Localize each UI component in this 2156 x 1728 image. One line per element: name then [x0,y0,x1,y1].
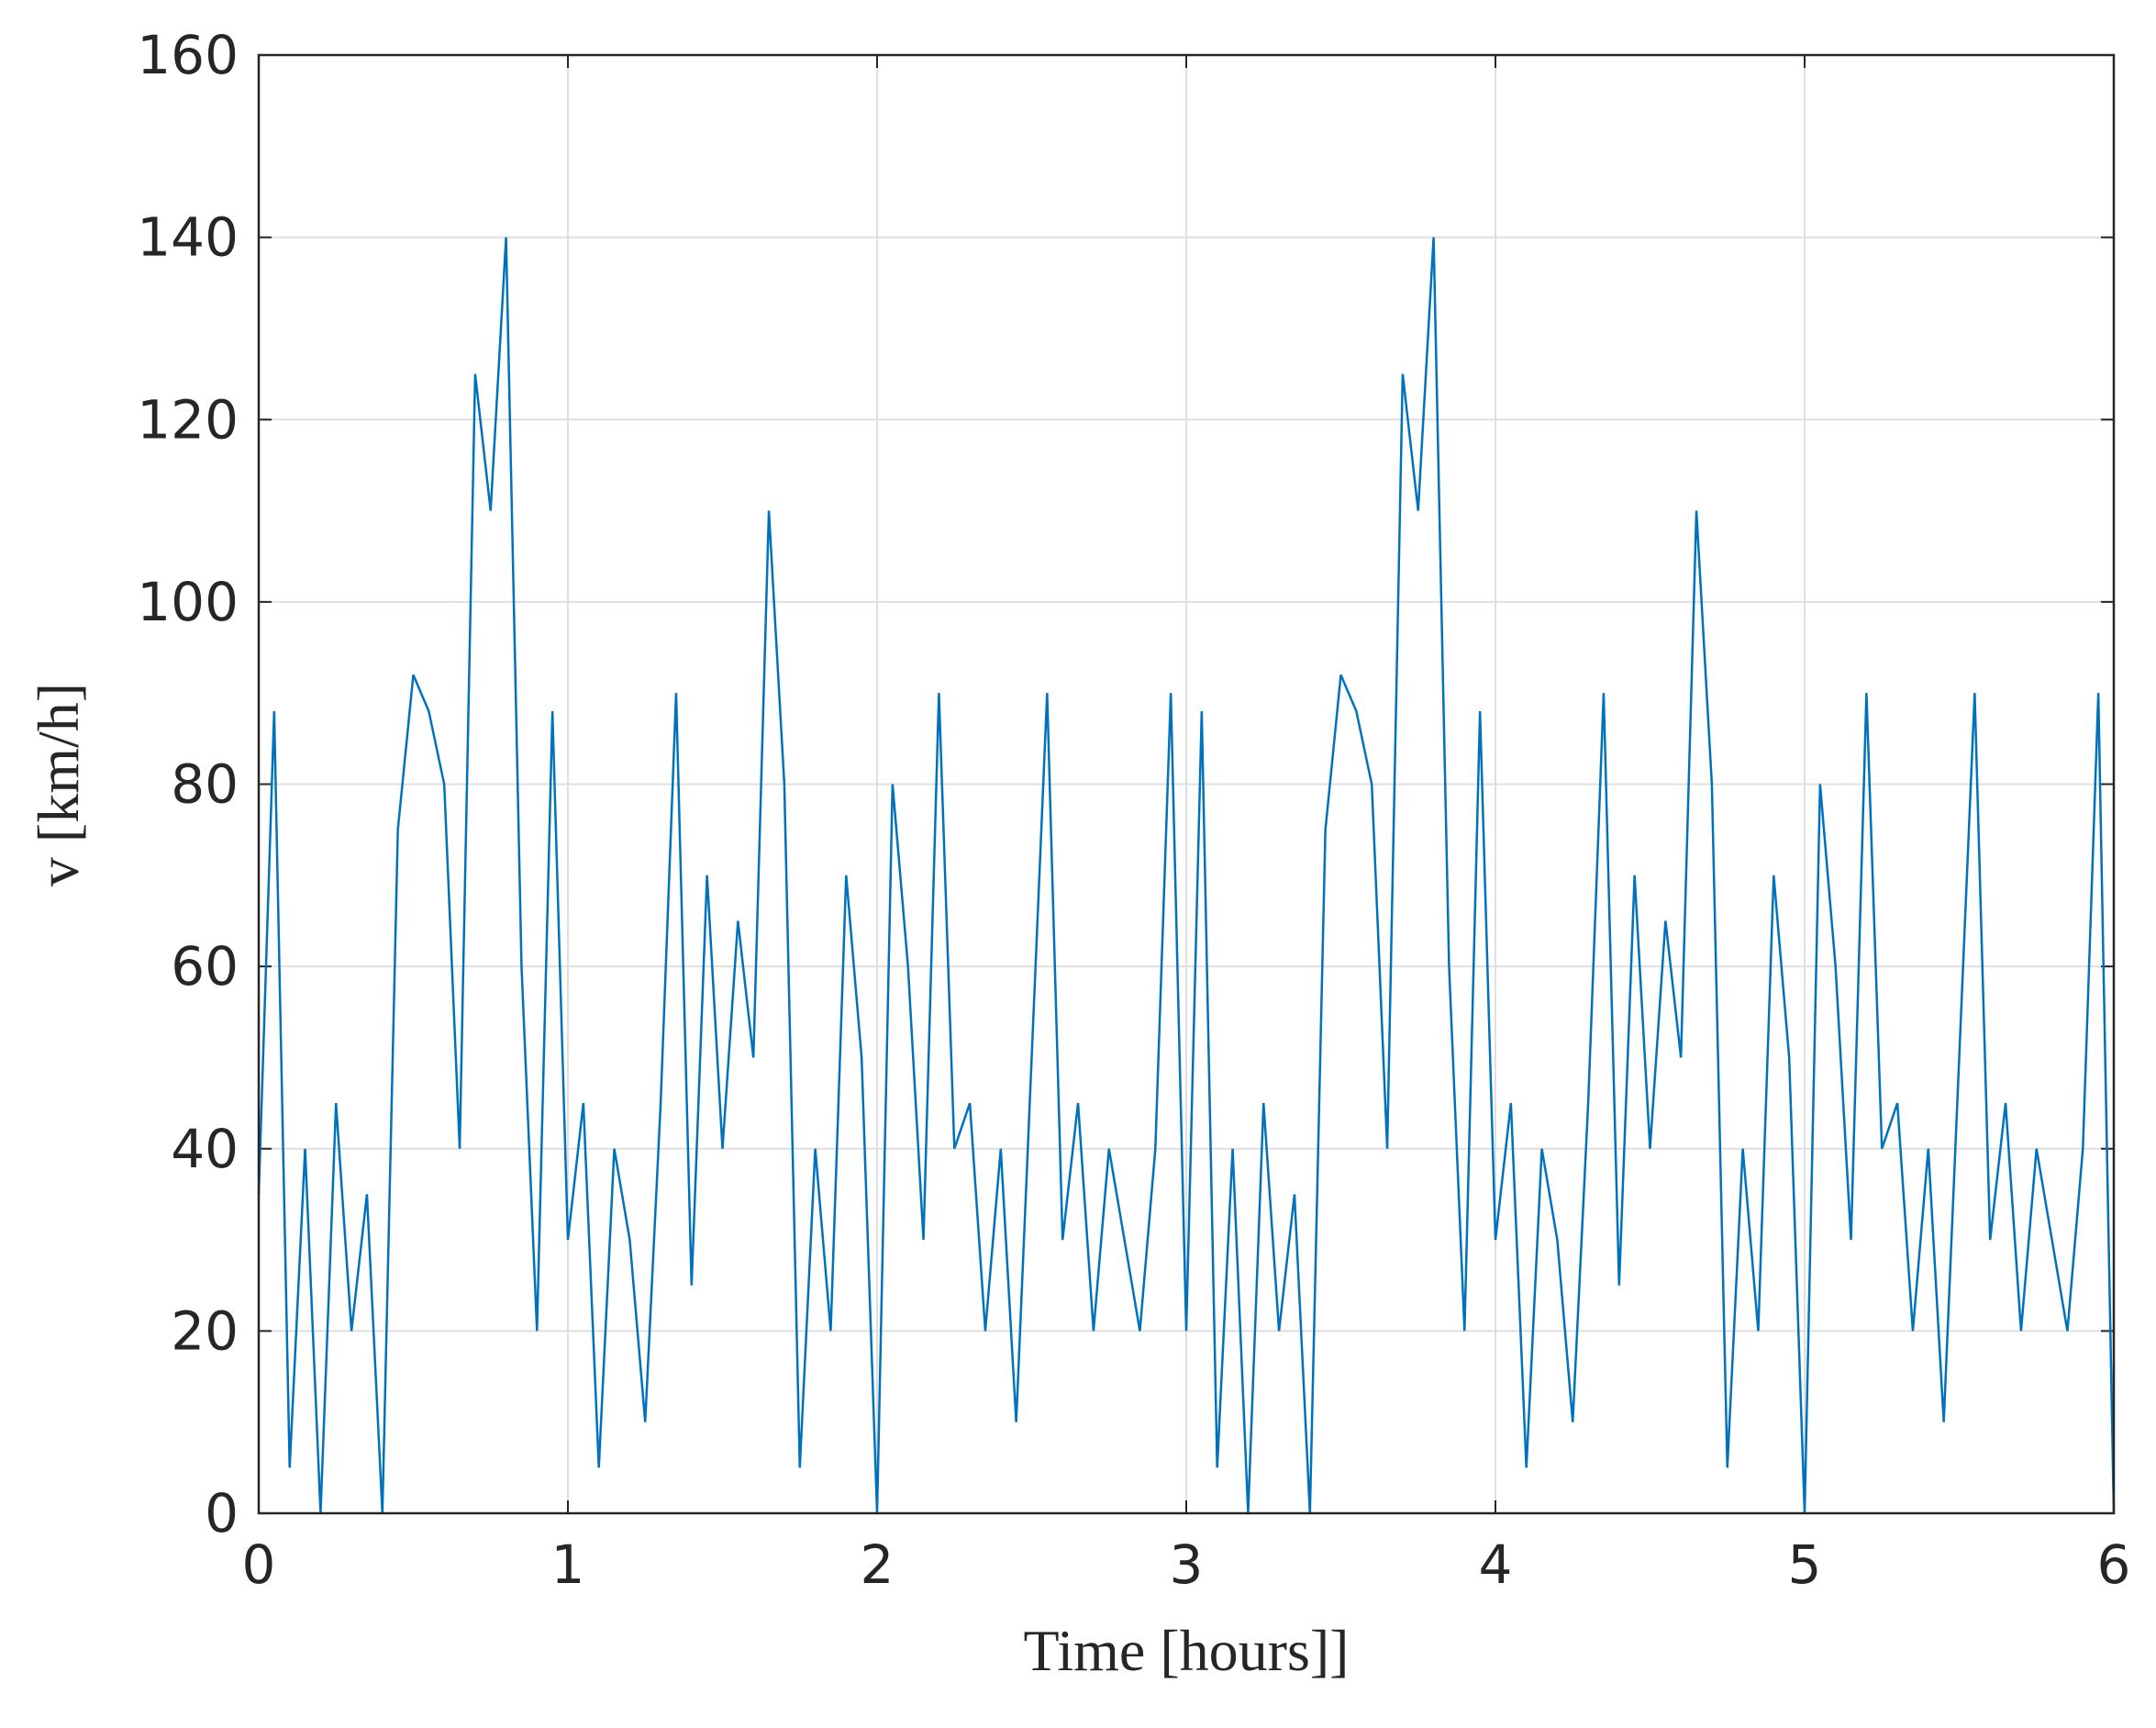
x-tick-label: 6 [2097,1533,2131,1596]
y-tick-label: 140 [137,206,239,269]
x-tick-label: 2 [861,1533,895,1596]
y-tick-label: 60 [171,935,239,998]
plot-frame [257,53,2116,1515]
x-tick-label: 0 [242,1533,276,1596]
y-tick-label: 100 [137,571,239,633]
y-tick-label: 160 [137,24,239,86]
y-tick-label: 120 [137,388,239,451]
y-axis-label: v [km/h] [26,683,91,886]
y-tick-label: 20 [171,1299,239,1362]
x-tick-label: 4 [1479,1533,1513,1596]
y-tick-label: 80 [171,753,239,816]
x-tick-label: 5 [1788,1533,1822,1596]
y-tick-label: 0 [205,1482,239,1544]
x-axis-label: Time [hours]] [1024,1618,1350,1683]
x-tick-label: 1 [551,1533,585,1596]
x-tick-label: 3 [1170,1533,1204,1596]
y-tick-label: 40 [171,1118,239,1180]
